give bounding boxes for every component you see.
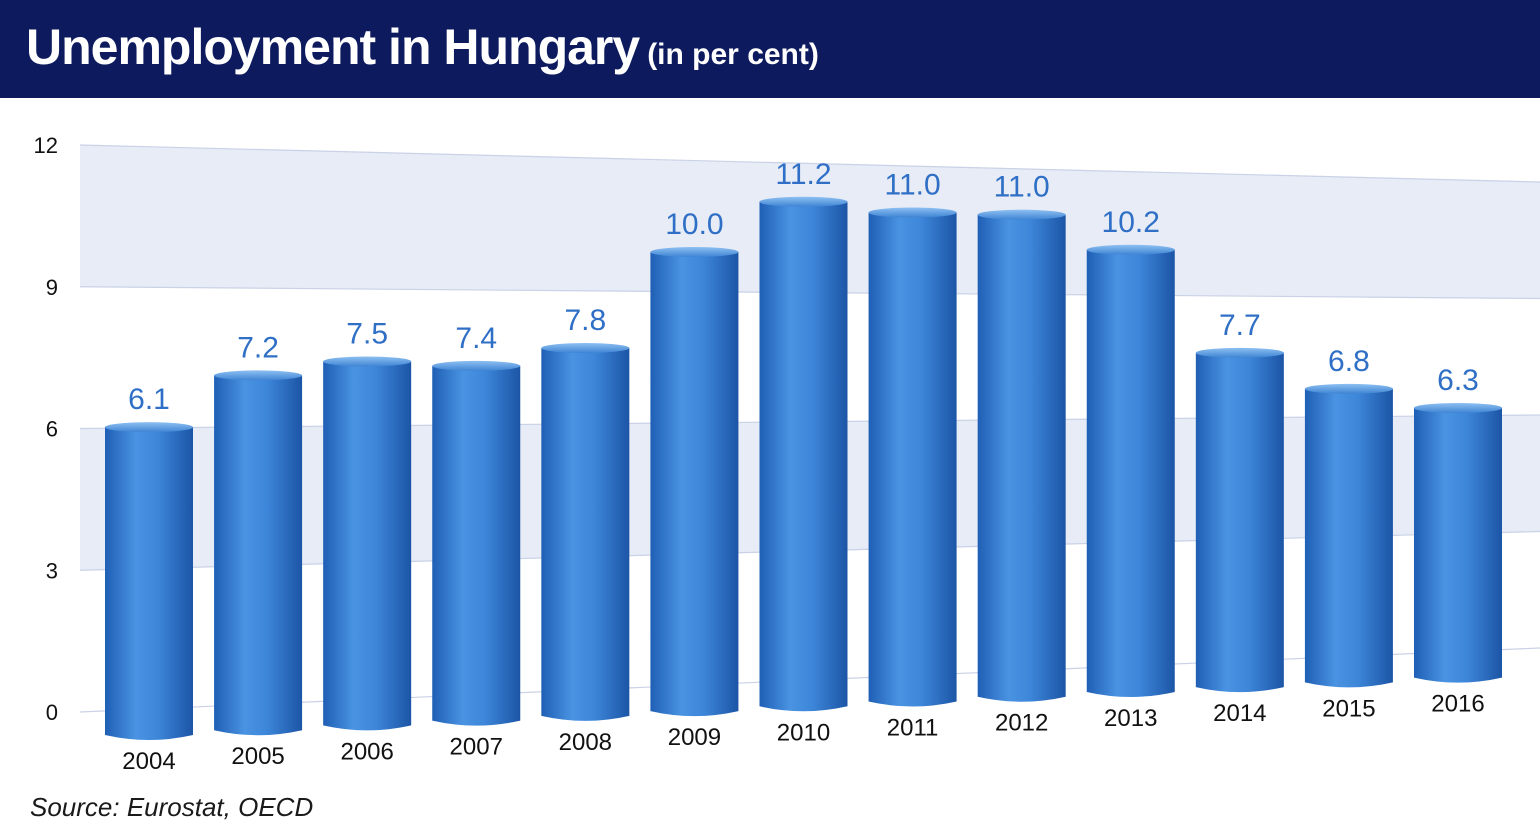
- bar: [432, 365, 521, 726]
- bar: [650, 251, 739, 717]
- data-label: 7.8: [564, 304, 606, 337]
- y-tick-label: 6: [46, 417, 58, 442]
- data-label: 7.4: [455, 322, 497, 355]
- x-tick-label: 2008: [559, 729, 612, 756]
- source-note: Source: Eurostat, OECD: [30, 792, 314, 822]
- data-label: 7.5: [346, 317, 388, 350]
- bar-2009: 10.0 2009: [650, 208, 739, 751]
- data-label: 6.3: [1437, 364, 1479, 397]
- bar: [1195, 352, 1284, 693]
- grid-line: [79, 144, 1540, 183]
- bar-2013: 10.2 2013: [1086, 206, 1175, 732]
- bar-cap: [541, 343, 630, 354]
- x-tick-label: 2016: [1431, 691, 1484, 718]
- bar-2015: 6.8 2015: [1304, 345, 1393, 722]
- bar-cap: [432, 360, 521, 371]
- bar-2014: 7.7 2014: [1195, 309, 1284, 727]
- bar: [868, 212, 957, 707]
- y-axis: 0 3 6 9 12: [34, 133, 58, 725]
- bar-cap: [868, 207, 957, 218]
- bar: [977, 214, 1066, 702]
- bar: [1304, 388, 1393, 688]
- bar-series: 6.1 2004 7.2 2005 7.5 2006 7.4 2007 7.8 2008 10.0 2…: [105, 158, 1502, 775]
- bar: [1414, 407, 1502, 683]
- y-tick-label: 9: [46, 275, 58, 300]
- data-label: 7.2: [237, 331, 279, 364]
- bar-cap: [214, 370, 303, 381]
- data-label: 7.7: [1219, 309, 1261, 342]
- data-label: 11.2: [775, 158, 831, 191]
- bar-cap: [1086, 244, 1175, 255]
- bar-2016: 6.3 2016: [1414, 364, 1502, 718]
- chart-subtitle: (in per cent): [647, 38, 819, 71]
- x-tick-label: 2010: [777, 719, 830, 746]
- data-label: 10.2: [1102, 206, 1160, 239]
- chart-title-main: Unemployment in Hungary: [26, 19, 640, 75]
- x-tick-label: 2005: [231, 743, 284, 770]
- data-label: 6.1: [128, 383, 170, 416]
- x-tick-label: 2014: [1213, 700, 1266, 727]
- x-tick-label: 2007: [450, 734, 503, 761]
- bar-cap: [1195, 347, 1284, 358]
- x-tick-label: 2006: [340, 738, 393, 765]
- bar-cap: [650, 246, 739, 257]
- bar-cap: [1304, 383, 1393, 394]
- bar-2006: 7.5 2006: [323, 317, 412, 765]
- y-tick-label: 0: [46, 700, 58, 725]
- bar-2011: 11.0 2011: [868, 169, 957, 742]
- y-tick-label: 12: [34, 133, 58, 158]
- bar: [214, 375, 303, 736]
- bar-cap: [323, 356, 412, 367]
- x-tick-label: 2009: [668, 724, 721, 751]
- bar-cap: [977, 209, 1066, 220]
- bar: [323, 361, 412, 731]
- x-tick-label: 2004: [122, 748, 175, 775]
- chart-title: Unemployment in Hungary (in per cent): [26, 18, 819, 76]
- data-label: 10.0: [665, 208, 723, 241]
- bar-cap: [1414, 402, 1502, 413]
- title-bar: Unemployment in Hungary (in per cent): [0, 0, 1540, 98]
- bar: [105, 427, 193, 740]
- bar: [1086, 249, 1175, 697]
- x-tick-label: 2013: [1104, 705, 1157, 732]
- bar-2005: 7.2 2005: [214, 331, 303, 770]
- bar-cap: [759, 196, 848, 207]
- bar-2007: 7.4 2007: [432, 322, 521, 761]
- bar-2008: 7.8 2008: [541, 304, 630, 756]
- bar-2010: 11.2 2010: [759, 158, 848, 746]
- bar-2012: 11.0 2012: [977, 171, 1066, 737]
- y-tick-label: 3: [46, 558, 58, 583]
- x-tick-label: 2012: [995, 710, 1048, 737]
- bar: [759, 201, 848, 712]
- data-label: 6.8: [1328, 345, 1370, 378]
- data-label: 11.0: [884, 169, 940, 202]
- bar-cap: [105, 422, 193, 433]
- bar: [541, 348, 630, 721]
- bar-2004: 6.1 2004: [105, 383, 193, 775]
- data-label: 11.0: [994, 171, 1050, 204]
- x-tick-label: 2011: [887, 715, 939, 742]
- x-tick-label: 2015: [1322, 695, 1375, 722]
